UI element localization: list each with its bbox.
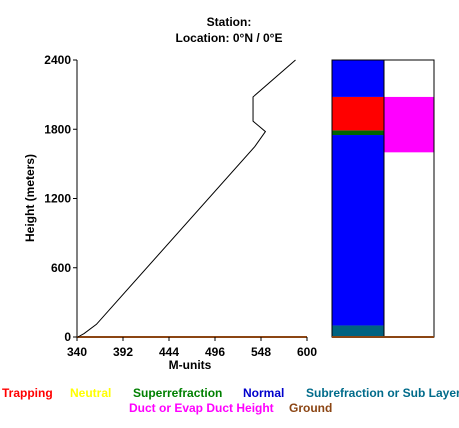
legend-subrefraction: Subrefraction or Sub Layer: [306, 386, 459, 400]
legend-superrefraction: Superrefraction: [133, 386, 222, 400]
x-ticks: 340 392 444 496 548 600: [67, 337, 317, 359]
x-tick-label: 600: [297, 345, 317, 359]
y-tick-label: 0: [64, 330, 71, 344]
y-tick-label: 1200: [44, 192, 71, 206]
layer-segment-duct-or-evap-duct-height: [384, 96, 434, 153]
y-axis-title: Height (meters): [23, 154, 37, 242]
layer-segment-subrefraction-or-sub-layer: [332, 325, 384, 337]
legend-trapping: Trapping: [2, 386, 53, 400]
layer-segment-superrefraction: [332, 130, 384, 136]
location-label: Location: 0°N / 0°E: [176, 31, 283, 45]
legend-ground: Ground: [289, 401, 332, 415]
m-unit-profile-plot: 0 600 1200 1800 2400 340 392 444 496 548 600: [44, 53, 317, 359]
legend: Trapping Neutral Superrefraction Normal …: [2, 386, 459, 415]
y-ticks: 0 600 1200 1800 2400: [44, 53, 77, 344]
x-tick-label: 340: [67, 345, 87, 359]
refraction-layer-panel: [331, 59, 435, 338]
legend-neutral: Neutral: [70, 386, 111, 400]
layer-segment-trapping: [332, 96, 384, 131]
y-tick-label: 600: [51, 261, 71, 275]
x-tick-label: 392: [113, 345, 133, 359]
x-axis-title: M-units: [169, 358, 212, 372]
legend-duct-height: Duct or Evap Duct Height: [129, 401, 274, 415]
legend-normal: Normal: [243, 386, 284, 400]
x-tick-label: 548: [251, 345, 271, 359]
x-tick-label: 496: [205, 345, 225, 359]
layer-segment-normal: [332, 135, 384, 326]
station-label: Station:: [207, 15, 252, 29]
m-unit-profile-line: [77, 59, 296, 338]
layer-segments: [332, 60, 434, 337]
layer-segment-normal: [332, 60, 384, 97]
x-tick-label: 444: [159, 345, 179, 359]
y-tick-label: 1800: [44, 122, 71, 136]
profile-series: [77, 59, 296, 338]
y-tick-label: 2400: [44, 53, 71, 67]
